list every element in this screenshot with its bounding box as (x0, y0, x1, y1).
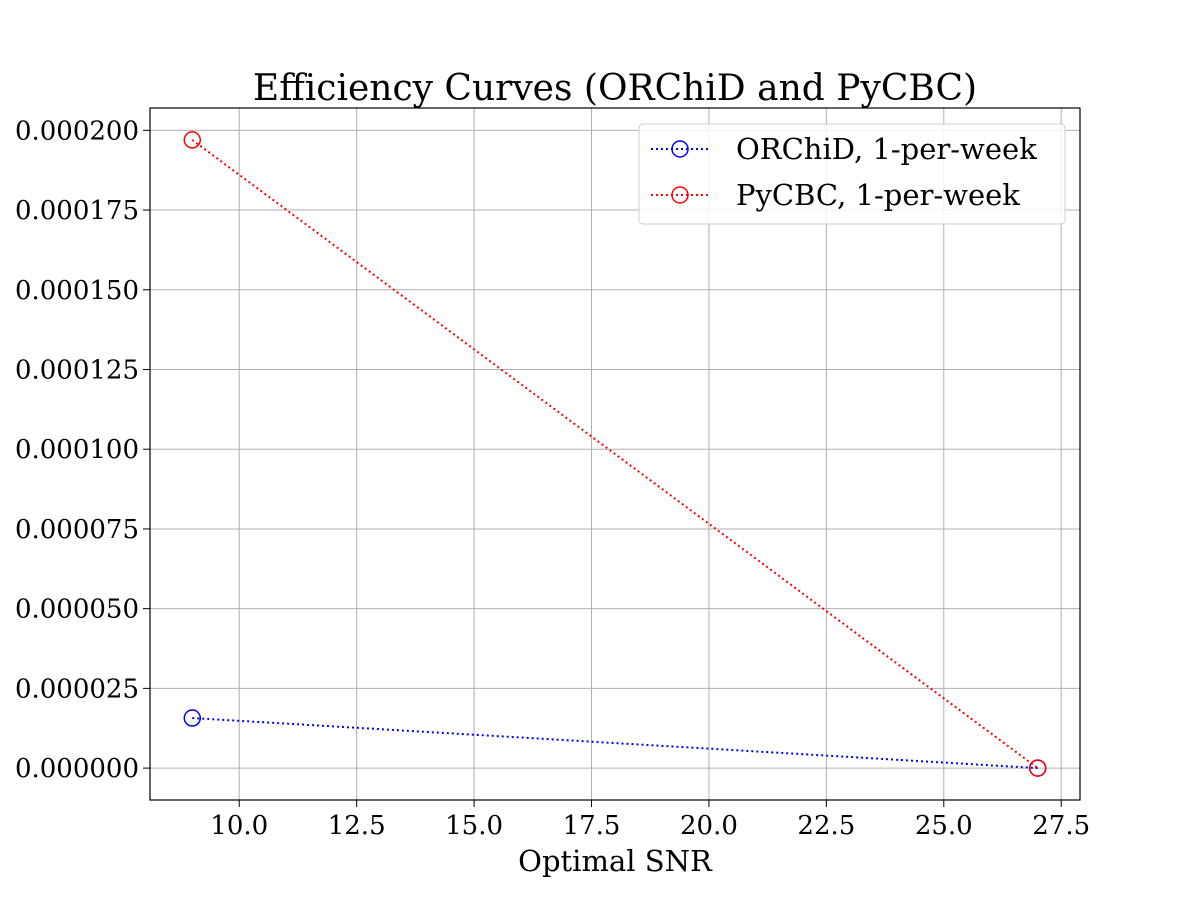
data-point-marker (183, 131, 202, 149)
y-tick-label: 0.000150 (15, 276, 139, 306)
series-line (191, 139, 1039, 769)
legend-marker-swatch (671, 186, 689, 204)
y-tick-label: 0.000100 (15, 435, 139, 465)
chart-title: Efficiency Curves (ORChiD and PyCBC) (253, 68, 977, 109)
x-axis-ticks: 10.0 12.5 15.0 17.5 20.0 22.5 25.0 27.5 (210, 800, 1090, 841)
series-layer (183, 131, 1047, 777)
x-tick-label: 20.0 (680, 811, 738, 841)
x-tick-label: 12.5 (328, 811, 386, 841)
y-tick-label: 0.000050 (15, 595, 139, 625)
series-orchid (183, 709, 1047, 777)
legend: ORChiD, 1-per-week PyCBC, 1-per-week (638, 123, 1066, 225)
x-tick-label: 10.0 (210, 811, 268, 841)
y-tick-label: 0.000125 (15, 355, 139, 385)
legend-entry: ORChiD, 1-per-week (651, 132, 1037, 166)
y-tick-label: 0.000000 (15, 754, 139, 784)
y-tick-label: 0.000175 (15, 196, 139, 226)
x-tick-label: 27.5 (1032, 811, 1090, 841)
data-point-marker (1028, 759, 1047, 777)
y-tick-label: 0.000075 (15, 515, 139, 545)
x-tick-label: 22.5 (797, 811, 855, 841)
legend-marker-swatch (671, 140, 689, 158)
y-axis-ticks: 0.000000 0.000025 0.000050 0.000075 0.000100… (15, 116, 150, 784)
plot-frame (149, 107, 1081, 801)
x-tick-label: 15.0 (445, 811, 503, 841)
legend-label: PyCBC, 1-per-week (736, 178, 1020, 212)
legend-label: ORChiD, 1-per-week (736, 132, 1037, 166)
series-line (192, 717, 1038, 770)
y-tick-label: 0.000200 (15, 116, 139, 146)
legend-box (638, 123, 1066, 225)
x-tick-label: 25.0 (915, 811, 973, 841)
legend-entry: PyCBC, 1-per-week (651, 178, 1020, 212)
x-tick-label: 17.5 (563, 811, 621, 841)
series-pycbc (183, 131, 1047, 777)
x-axis-label: Optimal SNR (518, 844, 713, 878)
data-point-marker (183, 709, 202, 727)
y-tick-label: 0.000025 (15, 674, 139, 704)
